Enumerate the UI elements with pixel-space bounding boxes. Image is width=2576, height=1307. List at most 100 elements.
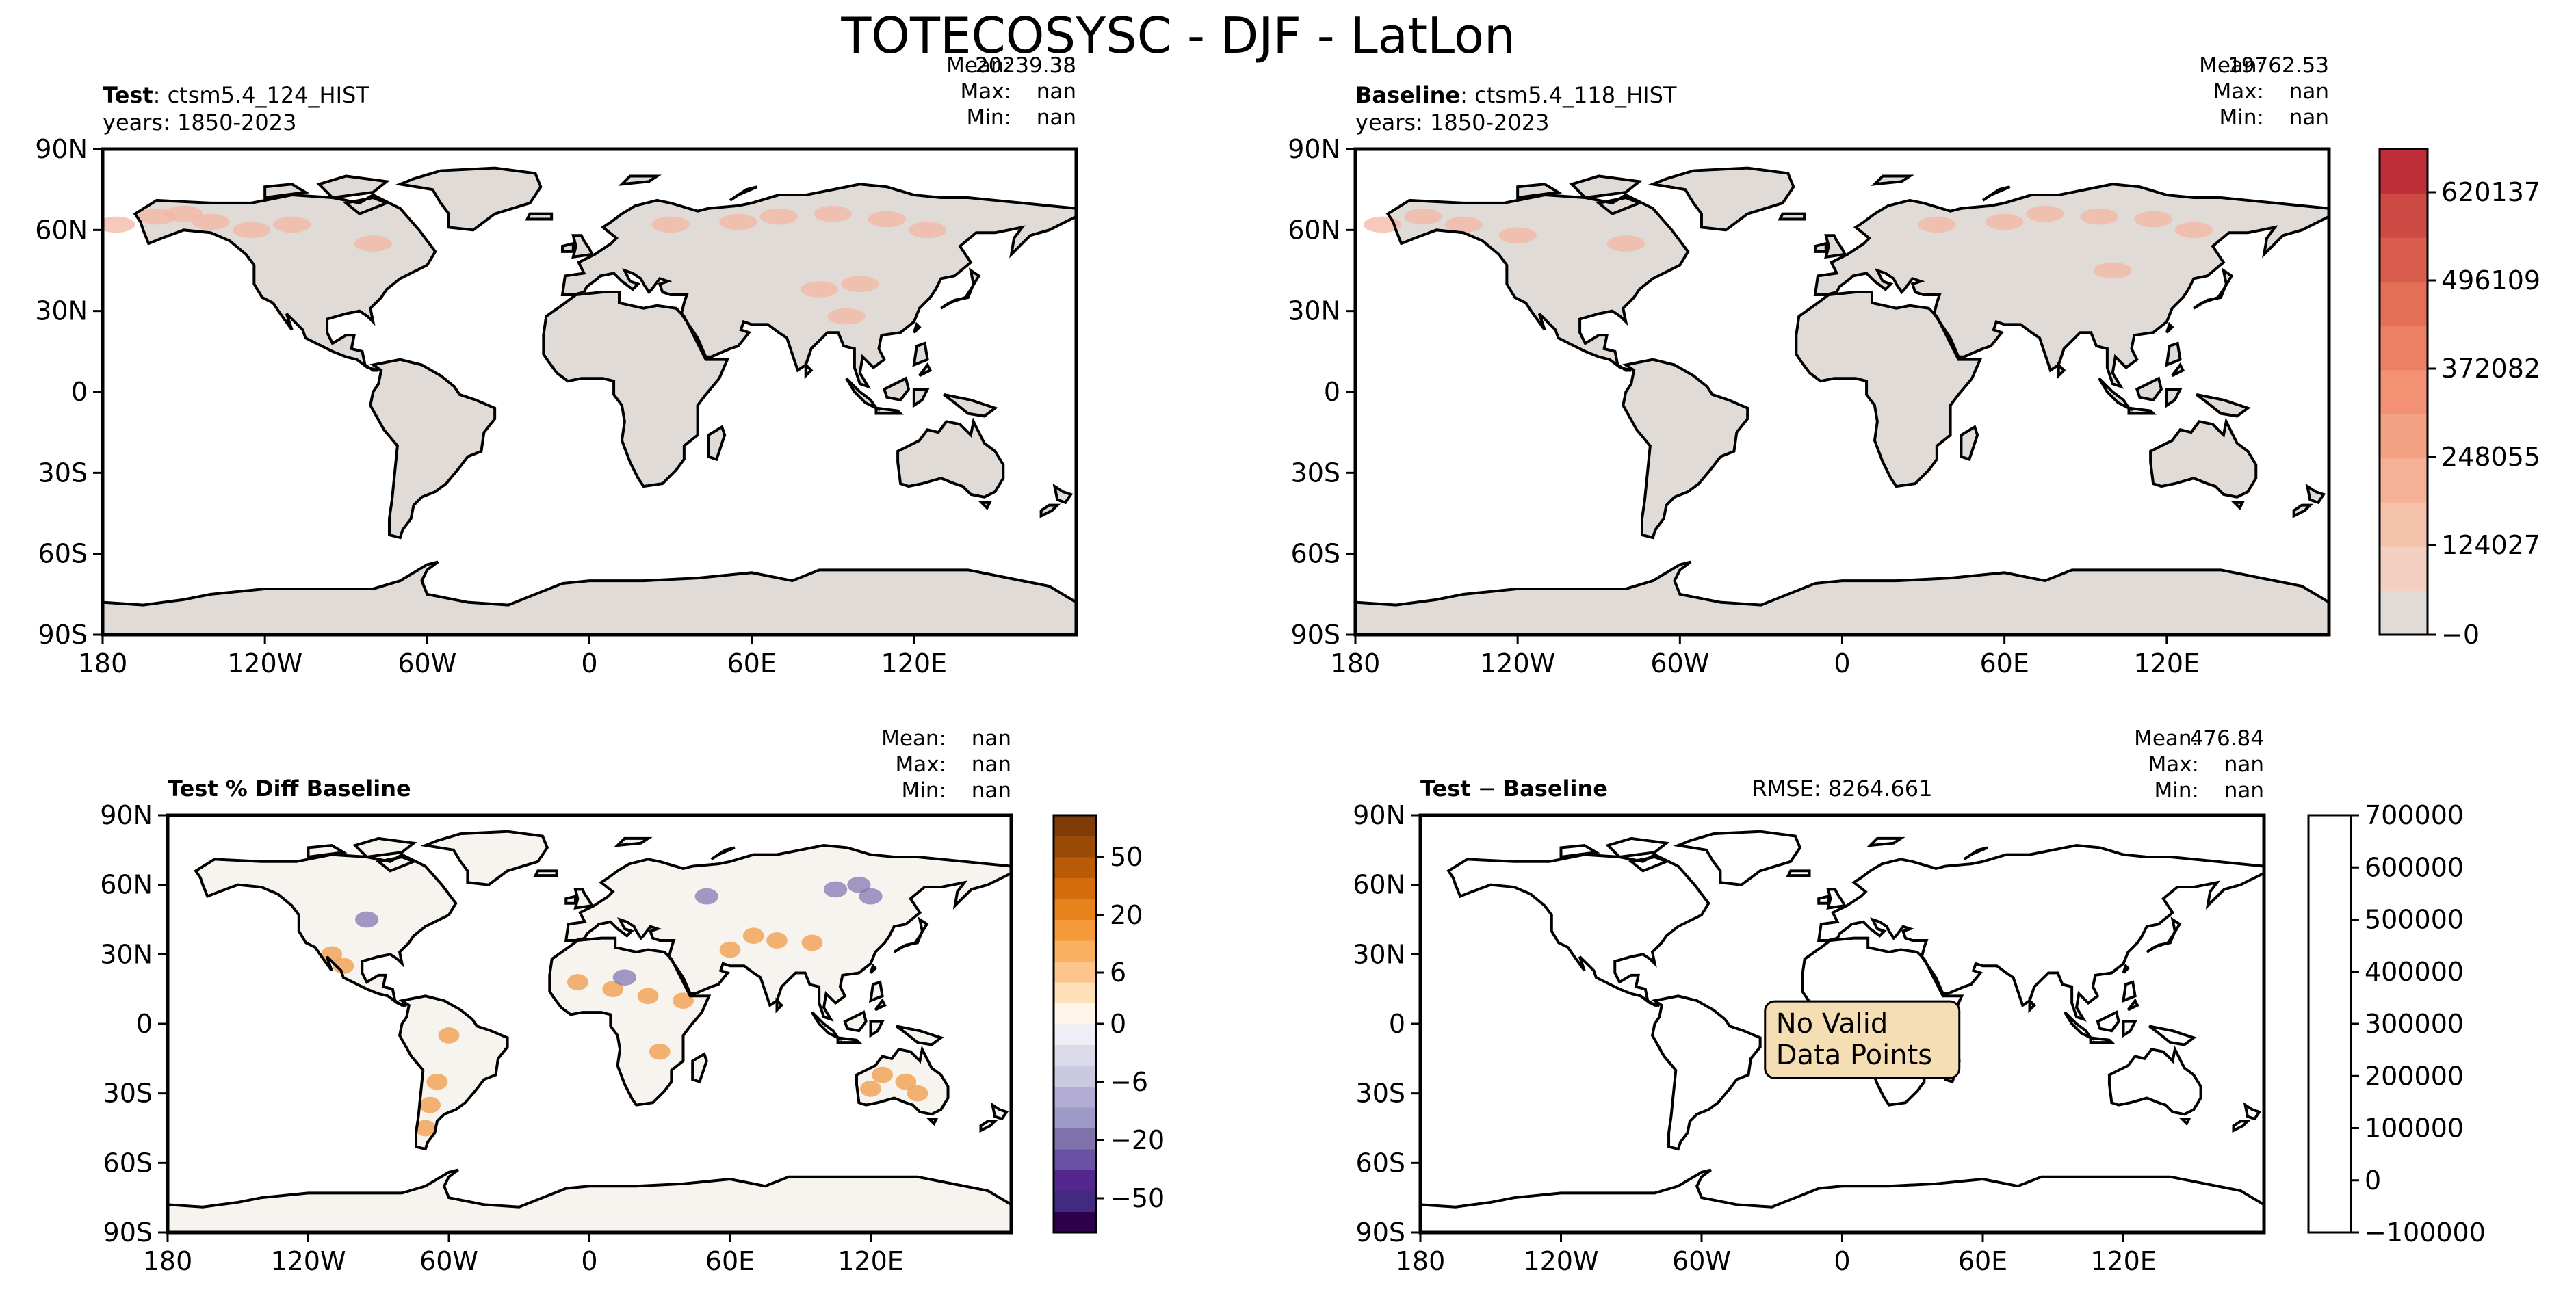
colorbar-segment bbox=[1054, 961, 1096, 983]
stat-label: Mean: bbox=[2134, 726, 2199, 751]
y-tick-label: 60S bbox=[1356, 1148, 1405, 1178]
colorbar-tick-label: 0 bbox=[1110, 1009, 1126, 1039]
data-cell bbox=[824, 881, 848, 898]
y-tick-label: 60N bbox=[35, 215, 88, 245]
colorbar-tick-label: 20 bbox=[1110, 900, 1143, 930]
y-tick-label: 60N bbox=[100, 870, 153, 900]
colorbar-segment bbox=[1054, 1170, 1096, 1191]
data-cell bbox=[1404, 208, 1442, 225]
colorbar-frame bbox=[2378, 148, 2429, 636]
map-area bbox=[1355, 149, 2329, 635]
y-tick-label: 90S bbox=[103, 1217, 153, 1247]
data-cell bbox=[649, 1043, 671, 1060]
colorbar-segment bbox=[1054, 919, 1096, 941]
x-tick-label: 120W bbox=[1523, 1246, 1598, 1276]
x-tick-label: 0 bbox=[581, 1246, 597, 1276]
x-tick-label: 60W bbox=[398, 648, 456, 678]
colorbar-segment bbox=[2380, 369, 2428, 414]
x-tick-label: 120W bbox=[270, 1246, 346, 1276]
colorbar-segment bbox=[1054, 1128, 1096, 1150]
data-cell bbox=[872, 1066, 894, 1083]
colorbar-segment bbox=[1054, 982, 1096, 1003]
panel-percent_diff: 180 120W 60W 0 60E 120E 90N 60N 30N 0 30S 60S 90S Mea… bbox=[100, 726, 1165, 1276]
y-tick-label: 30S bbox=[38, 458, 88, 488]
x-tick-label: 180 bbox=[78, 648, 128, 678]
x-tick-label: 60W bbox=[1672, 1246, 1731, 1276]
stat-value: nan bbox=[1037, 105, 1076, 130]
data-cell bbox=[827, 308, 866, 325]
data-cell bbox=[694, 888, 718, 905]
colorbar: 50 20 6 0 −6 −20 −50 bbox=[1052, 814, 1165, 1234]
data-cell bbox=[419, 1096, 441, 1113]
data-cell bbox=[426, 1073, 448, 1090]
colorbar-segment bbox=[1054, 1024, 1096, 1045]
data-cell bbox=[868, 211, 906, 228]
data-cell bbox=[1498, 227, 1537, 244]
subplot-years: years: 1850-2023 bbox=[1355, 109, 1549, 135]
panels: 180 120W 60W 0 60E 120E 90N 60N 30N 0 30S 60S 90S Mea… bbox=[35, 53, 2540, 1276]
y-tick-label: 30N bbox=[100, 939, 153, 969]
stat-value: 19762.53 bbox=[2228, 53, 2329, 78]
y-tick-label: 30S bbox=[1356, 1079, 1405, 1109]
panel-difference: 180 120W 60W 0 60E 120E 90N 60N 30N 0 30S 60S 90S Mea… bbox=[1353, 726, 2486, 1276]
colorbar-segment bbox=[1054, 1211, 1096, 1233]
colorbar-segment bbox=[2380, 546, 2428, 591]
stat-label: Mean: bbox=[2199, 53, 2264, 78]
x-tick-label: 0 bbox=[1834, 1246, 1850, 1276]
data-cell bbox=[1444, 216, 1483, 233]
colorbar-tick-label: 496109 bbox=[2441, 265, 2540, 295]
colorbar: 620137 496109 372082 248055 124027 −0 bbox=[2378, 148, 2540, 650]
data-cell bbox=[719, 941, 741, 958]
colorbar-tick-label: 500000 bbox=[2365, 905, 2464, 935]
stat-label: Max: bbox=[2213, 79, 2264, 104]
data-cell bbox=[859, 888, 883, 905]
data-cell bbox=[841, 276, 879, 293]
y-tick-label: 60S bbox=[38, 539, 88, 569]
data-cell bbox=[1606, 235, 1645, 252]
data-cell bbox=[637, 988, 659, 1005]
annotation-text: No Valid bbox=[1776, 1008, 1888, 1040]
x-tick-label: 180 bbox=[1396, 1246, 1446, 1276]
colorbar-segment bbox=[1054, 1003, 1096, 1025]
data-cell bbox=[2134, 211, 2172, 228]
figure-title: TOTECOSYSC - DJF - LatLon bbox=[840, 7, 1515, 64]
x-tick-label: 120E bbox=[837, 1246, 904, 1276]
data-cell bbox=[766, 932, 788, 949]
panel-baseline: 180 120W 60W 0 60E 120E 90N 60N 30N 0 30S 60S 90S Mea… bbox=[1288, 53, 2540, 678]
data-cell bbox=[800, 281, 839, 298]
colorbar-tick-label: 300000 bbox=[2365, 1009, 2464, 1039]
data-cell bbox=[651, 216, 690, 233]
data-cell bbox=[2094, 262, 2132, 279]
colorbar-tick-label: 100000 bbox=[2365, 1113, 2464, 1144]
y-tick-label: 30N bbox=[35, 296, 88, 326]
colorbar-tick-label: 620137 bbox=[2441, 177, 2540, 207]
colorbar-segment bbox=[2380, 281, 2428, 326]
data-cell bbox=[273, 216, 311, 233]
data-cell bbox=[164, 205, 203, 222]
colorbar-segment bbox=[2380, 149, 2428, 194]
data-cell bbox=[333, 958, 354, 975]
data-cell bbox=[719, 213, 757, 230]
stat-value: nan bbox=[2289, 105, 2329, 130]
stat-label: Max: bbox=[960, 79, 1011, 104]
stat-label: Min: bbox=[2220, 105, 2264, 130]
subplot-title: Test − Baseline bbox=[1420, 776, 1608, 802]
data-cell bbox=[232, 222, 271, 239]
colorbar-tick-label: 0 bbox=[2365, 1165, 2381, 1196]
data-cell bbox=[742, 927, 764, 945]
y-tick-label: 0 bbox=[1324, 377, 1340, 407]
colorbar-tick-label: 372082 bbox=[2441, 354, 2540, 384]
data-cell bbox=[567, 974, 588, 990]
y-tick-label: 30N bbox=[1353, 939, 1405, 969]
stat-label: Mean: bbox=[946, 53, 1011, 78]
subplot-title: Test: ctsm5.4_124_HIST bbox=[103, 82, 369, 108]
x-tick-label: 120E bbox=[881, 648, 948, 678]
x-tick-label: 120E bbox=[2134, 648, 2200, 678]
x-tick-label: 120W bbox=[227, 648, 302, 678]
stat-value: 20239.38 bbox=[975, 53, 1076, 78]
stat-value: nan bbox=[2224, 752, 2264, 777]
colorbar-segment bbox=[1054, 1044, 1096, 1066]
y-tick-label: 60N bbox=[1288, 215, 1340, 245]
colorbar-segment bbox=[2380, 193, 2428, 238]
colorbar-segment bbox=[2380, 237, 2428, 282]
